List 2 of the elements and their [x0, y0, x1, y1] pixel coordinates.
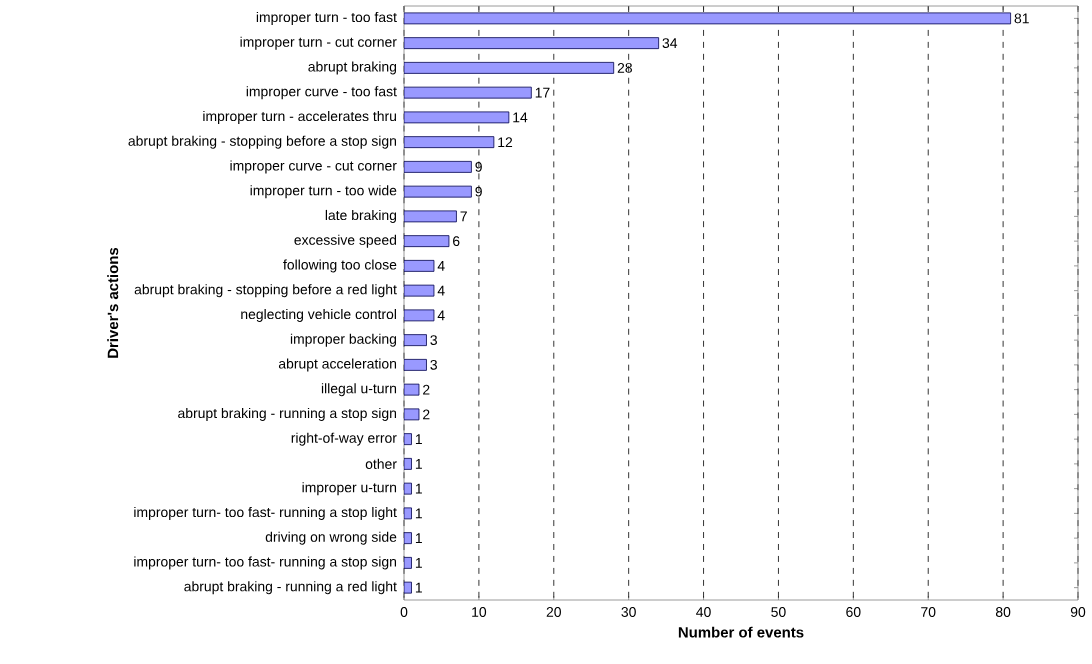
- bar: [404, 37, 660, 50]
- bar: [404, 61, 615, 74]
